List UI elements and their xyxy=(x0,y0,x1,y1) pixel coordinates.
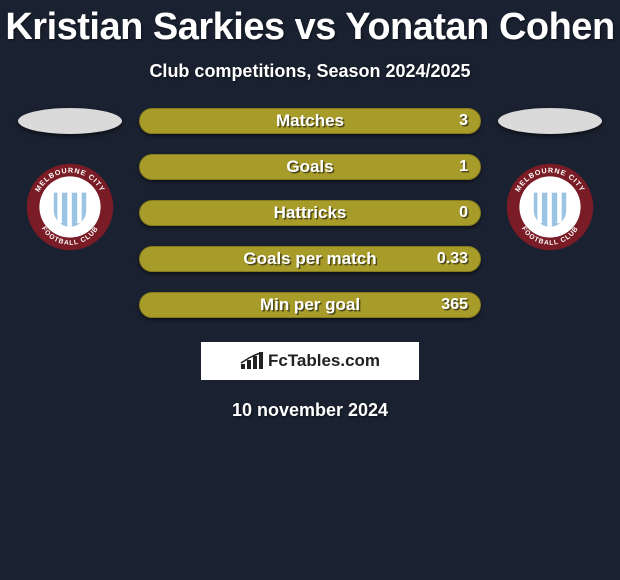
stat-label: Min per goal xyxy=(260,295,360,315)
player-avatar-placeholder-right xyxy=(498,108,602,134)
stat-value-right: 365 xyxy=(441,296,468,314)
stat-bar: Min per goal 365 xyxy=(139,292,481,318)
stat-bar: Goals 1 xyxy=(139,154,481,180)
brand-box: FcTables.com xyxy=(201,342,419,380)
right-side: MELBOURNE CITY FOOTBALL CLUB xyxy=(495,108,605,252)
subtitle: Club competitions, Season 2024/2025 xyxy=(0,61,620,82)
stat-label: Matches xyxy=(276,111,344,131)
left-side: MELBOURNE CITY FOOTBALL CLUB xyxy=(15,108,125,252)
main-layout: MELBOURNE CITY FOOTBALL CLUB Matches 3 Goa… xyxy=(0,108,620,318)
stat-label: Hattricks xyxy=(274,203,347,223)
player-avatar-placeholder-left xyxy=(18,108,122,134)
stat-value-right: 0.33 xyxy=(437,250,468,268)
date: 10 november 2024 xyxy=(0,400,620,421)
stats-bars: Matches 3 Goals 1 Hattricks 0 Goals per match 0… xyxy=(139,108,481,318)
headline: Kristian Sarkies vs Yonatan Cohen xyxy=(0,0,620,49)
brand-text: FcTables.com xyxy=(268,351,380,371)
bar-chart-icon xyxy=(240,352,264,370)
stat-bar: Goals per match 0.33 xyxy=(139,246,481,272)
club-logo-right: MELBOURNE CITY FOOTBALL CLUB xyxy=(505,162,595,252)
stat-value-right: 1 xyxy=(459,158,468,176)
stat-value-right: 0 xyxy=(459,204,468,222)
stat-label: Goals per match xyxy=(243,249,376,269)
stat-bar: Matches 3 xyxy=(139,108,481,134)
stat-value-right: 3 xyxy=(459,112,468,130)
stat-label: Goals xyxy=(286,157,333,177)
stat-bar: Hattricks 0 xyxy=(139,200,481,226)
club-logo-left: MELBOURNE CITY FOOTBALL CLUB xyxy=(25,162,115,252)
